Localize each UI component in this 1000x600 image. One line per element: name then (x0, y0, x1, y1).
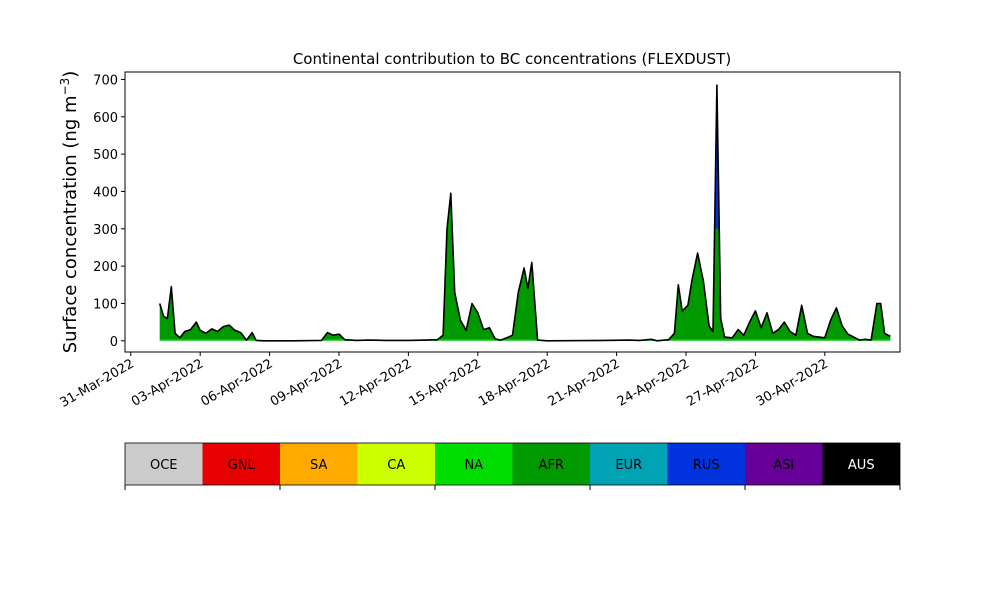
series-area-AFR (159, 85, 891, 341)
colorbar-cell-NA (435, 443, 513, 485)
colorbar-label-ASI: ASI (773, 458, 794, 473)
colorbar-cell-SA (280, 443, 358, 485)
y-tick-label: 100 (93, 297, 118, 312)
y-axis-label-exponent: −3 (58, 78, 72, 96)
y-tick-label: 400 (93, 185, 118, 200)
x-tick-label: 21-Apr-2022 (545, 356, 622, 409)
y-tick-label: 0 (110, 335, 118, 350)
x-tick-label: 31-Mar-2022 (58, 356, 137, 410)
colorbar-cell-GNL (202, 443, 280, 485)
colorbar-label-NA: NA (464, 458, 483, 473)
x-tick-label: 06-Apr-2022 (198, 356, 275, 409)
y-tick-label: 700 (93, 73, 118, 88)
colorbar-cell-ASI (745, 443, 823, 485)
colorbar-label-SA: SA (310, 458, 327, 473)
plot-frame (124, 71, 901, 353)
series-area-RUS (715, 109, 719, 229)
colorbar-legend: OCE GNL SA CA NA AFR EUR RUS ASI AUS (124, 442, 901, 490)
y-axis-label: Surface concentration (ng m−3) (58, 71, 81, 354)
colorbar-frame (124, 442, 901, 486)
colorbar-label-RUS: RUS (693, 458, 720, 473)
x-tick-label: 30-Apr-2022 (754, 356, 831, 409)
x-tick-label: 03-Apr-2022 (129, 356, 206, 409)
colorbar-cell-AFR (512, 443, 590, 485)
x-tick-label: 24-Apr-2022 (615, 356, 692, 409)
colorbar-label-CA: CA (387, 458, 405, 473)
colorbar-cell-RUS (667, 443, 745, 485)
y-axis-label-close: ) (60, 71, 81, 78)
colorbar-label-EUR: EUR (615, 458, 642, 473)
x-axis: 31-Mar-202203-Apr-202206-Apr-202209-Apr-… (58, 352, 831, 411)
y-tick-label: 200 (93, 260, 118, 275)
stacked-area-layer (158, 84, 891, 342)
y-tick-label: 600 (93, 111, 118, 126)
y-tick-label: 500 (93, 148, 118, 163)
plot-area (124, 71, 901, 353)
colorbar-cell-EUR (590, 443, 668, 485)
x-tick-label: 15-Apr-2022 (407, 356, 484, 409)
colorbar-label-AFR: AFR (539, 458, 564, 473)
total-line (158, 84, 891, 342)
colorbar-label-GNL: GNL (228, 458, 256, 473)
y-axis-label-main: Surface concentration (ng m (60, 95, 81, 353)
x-tick-label: 09-Apr-2022 (268, 356, 345, 409)
colorbar-label-AUS: AUS (848, 458, 875, 473)
colorbar-cell-AUS (822, 443, 900, 485)
colorbar-cell-OCE (125, 443, 203, 485)
y-axis: 0 100 200 300 400 500 600 700 (93, 73, 125, 350)
x-tick-label: 18-Apr-2022 (476, 356, 553, 409)
colorbar-cell-CA (357, 443, 435, 485)
x-tick-label: 27-Apr-2022 (684, 356, 761, 409)
x-tick-label: 12-Apr-2022 (337, 356, 414, 409)
colorbar-label-OCE: OCE (150, 458, 178, 473)
chart-title: Continental contribution to BC concentra… (293, 50, 731, 68)
y-tick-label: 300 (93, 223, 118, 238)
